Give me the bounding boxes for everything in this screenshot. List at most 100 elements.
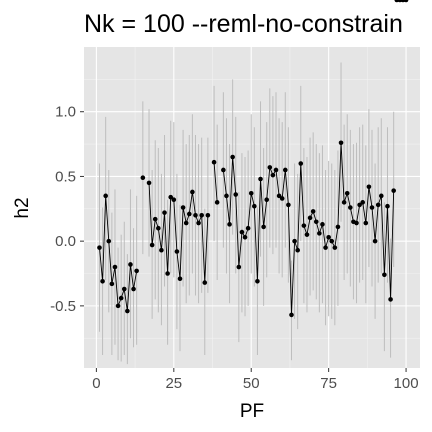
data-point [196,220,201,226]
data-point [140,175,146,181]
data-point [348,205,353,210]
data-point [289,312,294,318]
y-tick-label: 1.0 [55,104,76,121]
minor-gridlines [84,47,420,368]
data-point [168,194,174,200]
data-point [366,184,372,190]
data-point [307,215,313,221]
y-tick-label: 0.5 [55,168,76,185]
data-point [205,212,211,218]
data-point [317,231,322,236]
data-point [357,202,362,208]
data-point [190,189,195,195]
data-point [233,192,239,197]
data-point [214,200,220,205]
data-point [369,205,375,210]
data-point [156,225,161,231]
data-point [388,297,393,302]
data-point [276,193,282,199]
x-axis-label: PF [240,401,264,422]
data-point [171,197,177,203]
data-point [382,272,387,278]
data-point [159,247,164,253]
data-point [298,161,304,166]
data-point [279,196,285,201]
data-point [131,286,136,292]
data-point [332,245,338,250]
data-point [295,247,300,253]
data-point [118,295,124,301]
data-point [335,224,341,230]
data-point [245,225,251,231]
data-point [310,209,316,214]
data-point [320,222,325,227]
data-point [360,200,366,205]
data-point [183,220,189,226]
data-point [385,203,390,209]
y-axis-label: h2 [12,197,33,218]
data-point [323,245,328,250]
data-point [329,238,335,244]
data-point [258,176,263,182]
data-point [100,278,105,284]
plot-panel [84,47,420,368]
series-line-segment [213,162,218,203]
data-point [378,193,384,199]
x-tick-label: 75 [320,375,337,392]
data-point [106,238,112,244]
data-point [264,197,270,203]
x-tick-label: 100 [394,375,419,392]
data-point [162,210,167,215]
data-point [193,212,198,218]
data-point [199,212,204,218]
data-point [112,264,118,270]
data-point [186,211,192,217]
data-point [341,200,347,205]
data-point [146,180,152,186]
data-point [202,280,208,285]
data-point [363,220,369,226]
data-point [375,202,381,208]
data-point [125,308,130,314]
data-point [227,222,232,227]
data-point [248,190,254,196]
data-point [236,264,242,270]
data-point [344,190,350,196]
x-tick-label: 50 [243,375,260,392]
data-point [152,216,158,222]
data-point [103,193,108,199]
data-point [282,167,288,173]
data-point [121,286,127,292]
data-point [403,0,409,3]
data-point [128,262,133,267]
data-point [252,203,257,209]
chart-title: Nk = 100 --reml-no-constrain [84,10,403,38]
data-point [304,232,310,237]
data-point [177,276,183,281]
data-point [239,229,245,235]
data-point [372,238,378,244]
data-point [270,172,276,178]
data-point [326,234,331,240]
data-point [267,165,273,170]
data-point [292,238,297,244]
data-point [97,245,102,250]
data-point [165,271,170,276]
data-point [313,219,319,225]
x-tick-label: 0 [92,375,100,392]
tick-labels: 0 25 50 75 100 -0.5 0.0 0.5 1.0 [50,104,418,392]
y-tick-label: 0.0 [55,233,76,250]
y-tick-label: -0.5 [50,298,76,315]
data-point [354,220,359,226]
data-point [224,193,229,199]
axis-ticks [80,111,407,372]
data-point [230,154,235,160]
data-points [97,0,409,318]
data-point [174,249,180,254]
x-tick-label: 25 [165,375,182,392]
data-point [149,242,155,248]
data-point [115,303,121,309]
data-point [242,234,248,240]
data-point [221,167,226,173]
data-point [273,167,279,173]
